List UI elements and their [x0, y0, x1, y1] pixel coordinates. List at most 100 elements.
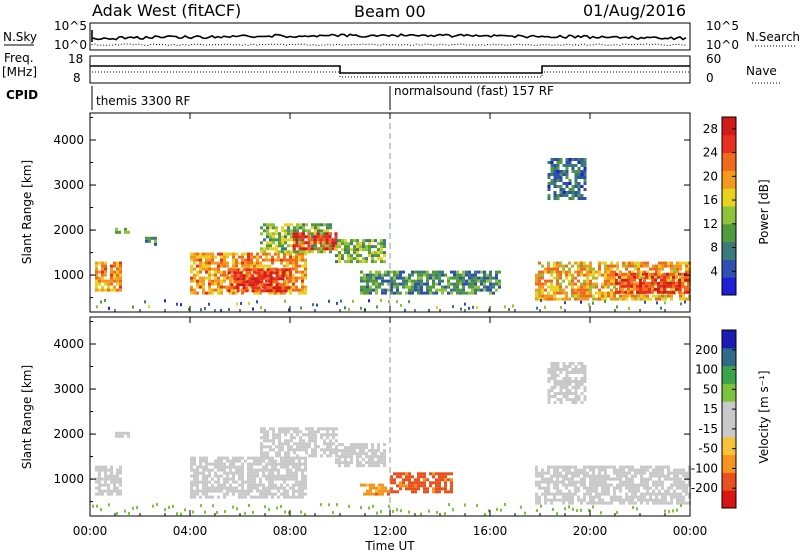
echo-cell [265, 465, 268, 469]
ground-scatter-cell [540, 504, 542, 508]
echo-cell [266, 430, 269, 434]
echo-cell [113, 483, 116, 487]
echo-cell [553, 474, 556, 478]
echo-cell [580, 401, 584, 404]
ground-scatter-cell [420, 512, 422, 516]
echo-cell [417, 285, 420, 289]
echo-cell [648, 287, 651, 291]
echo-cell [193, 492, 196, 496]
echo-cell [387, 273, 390, 277]
echo-cell [220, 465, 223, 469]
echo-cell [374, 461, 377, 465]
echo-cell [292, 247, 296, 251]
echo-cell [380, 239, 383, 243]
ground-scatter-cell [556, 512, 558, 516]
echo-cell [559, 297, 562, 301]
echo-cell [610, 465, 613, 469]
echo-cell [271, 480, 274, 484]
echo-cell [538, 474, 541, 478]
echo-cell [275, 433, 278, 437]
echo-cell [396, 288, 399, 292]
echo-cell [550, 501, 553, 505]
echo-cell [604, 474, 607, 478]
echo-cell [377, 446, 380, 450]
echo-cell [295, 480, 298, 484]
colorbar-swatch [722, 277, 736, 296]
echo-cell [368, 251, 371, 255]
echo-cell [607, 492, 610, 496]
echo-cell [571, 398, 575, 401]
echo-cell [253, 474, 256, 478]
echo-cell [190, 462, 193, 466]
echo-cell [565, 294, 568, 298]
echo-cell [217, 276, 220, 280]
echo-cell [655, 498, 658, 502]
echo-cell [685, 483, 688, 487]
echo-cell [290, 445, 293, 449]
echo-cell [583, 161, 587, 164]
echo-cell [393, 481, 396, 485]
nave-label: Nave [746, 64, 777, 78]
echo-cell [658, 294, 661, 298]
echo-cell [278, 274, 282, 278]
echo-cell [208, 495, 211, 499]
echo-cell [295, 258, 298, 262]
echo-cell [474, 276, 477, 280]
echo-cell [372, 483, 375, 487]
echo-cell [553, 380, 557, 383]
echo-cell [544, 471, 547, 475]
echo-cell [682, 501, 685, 505]
echo-cell [247, 486, 250, 490]
echo-cell [362, 239, 365, 243]
echo-cell [592, 486, 595, 490]
echo-cell [250, 495, 253, 499]
power-echoes [95, 158, 691, 312]
echo-cell [275, 271, 279, 275]
echo-cell [577, 270, 580, 274]
echo-cell [292, 462, 295, 466]
echo-cell [562, 297, 565, 301]
echo-cell [687, 278, 690, 282]
echo-cell [115, 434, 118, 438]
echo-cell [260, 454, 263, 458]
ground-scatter-cell [360, 306, 362, 310]
echo-cell [568, 273, 571, 277]
echo-cell [381, 282, 384, 286]
echo-cell [402, 279, 405, 283]
echo-cell [423, 270, 426, 274]
echo-cell [649, 492, 652, 496]
ground-scatter-cell [228, 308, 230, 311]
echo-cell [284, 442, 287, 446]
echo-cell [304, 267, 307, 271]
ground-scatter-cell [680, 302, 682, 306]
echo-cell [127, 434, 130, 438]
echo-cell [232, 252, 235, 256]
echo-cell [541, 474, 544, 478]
echo-cell [465, 291, 468, 295]
echo-cell [199, 462, 202, 466]
echo-cell [574, 465, 577, 469]
echo-cell [151, 236, 154, 240]
echo-cell [362, 452, 365, 456]
echo-cell [356, 254, 359, 258]
echo-cell [651, 281, 654, 285]
echo-cell [489, 279, 492, 283]
echo-cell [235, 264, 238, 268]
power-ylabel: Slant Range [km] [20, 160, 34, 264]
echo-cell [660, 287, 663, 291]
echo-cell [613, 264, 616, 268]
echo-cell [205, 258, 208, 262]
echo-cell [462, 288, 465, 292]
echo-cell [314, 244, 317, 248]
echo-cell [278, 436, 281, 440]
echo-cell [571, 501, 574, 505]
echo-cell [565, 194, 569, 197]
echo-cell [405, 285, 408, 289]
echo-cell [274, 477, 277, 481]
echo-cell [562, 173, 566, 176]
echo-cell [625, 288, 628, 292]
echo-cell [98, 276, 101, 280]
echo-cell [444, 285, 447, 289]
echo-cell [619, 297, 622, 301]
echo-cell [592, 297, 595, 301]
